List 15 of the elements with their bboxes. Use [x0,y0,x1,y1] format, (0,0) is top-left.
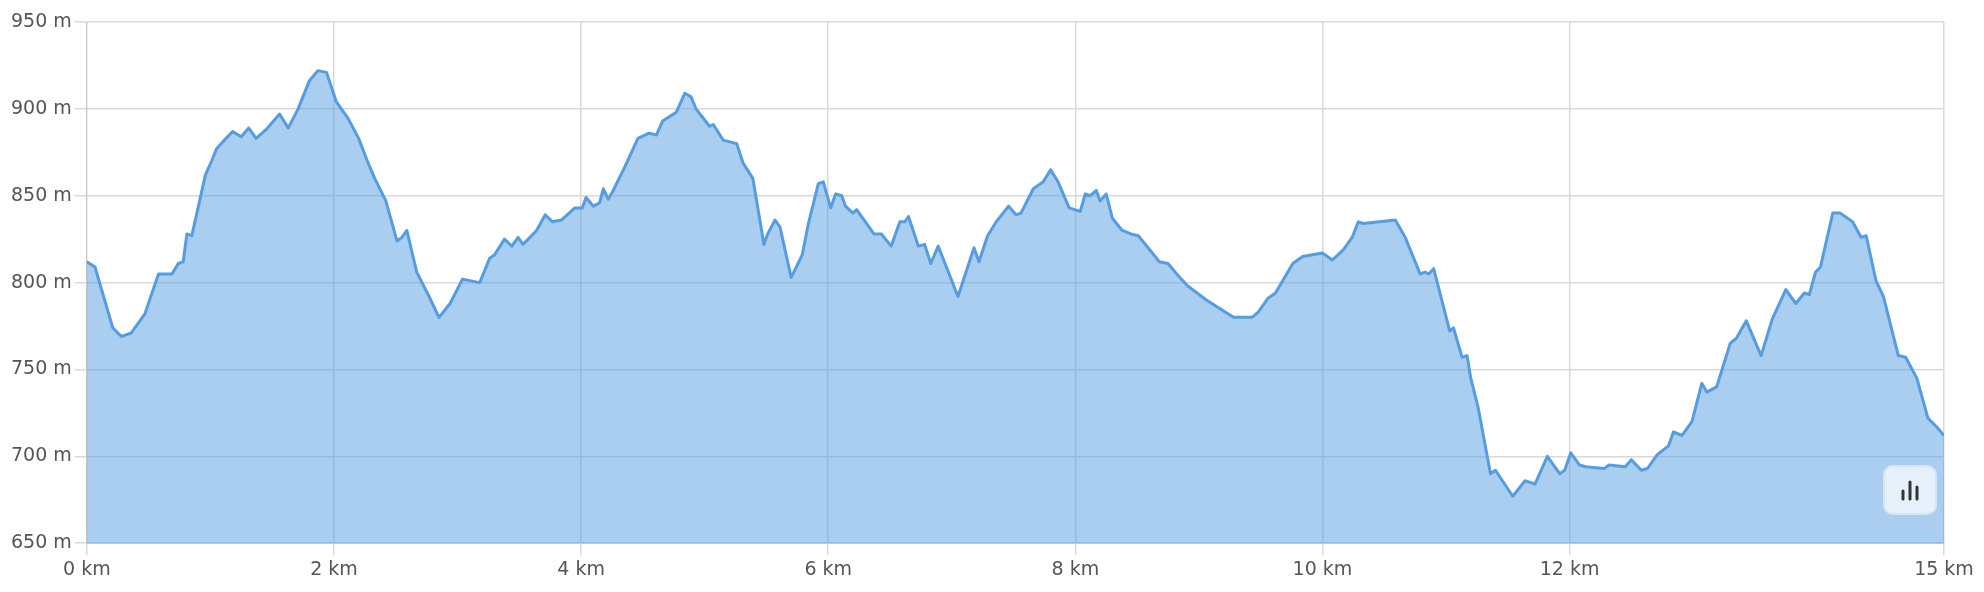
x-tick-label: 12 km [1539,556,1600,579]
y-tick-label: 950 m [10,8,72,31]
x-tick-label: 4 km [557,556,605,579]
x-tick-label: 15 km [1914,556,1974,579]
x-tick-label: 8 km [1051,556,1100,579]
x-tick-label: 10 km [1292,556,1353,579]
y-tick-label: 700 m [10,443,72,466]
y-tick-label: 800 m [10,269,72,292]
x-tick-label: 0 km [62,556,111,579]
x-tick-label: 6 km [804,556,853,579]
y-tick-label: 900 m [10,95,72,118]
x-tick-label: 2 km [310,556,358,579]
y-tick-label: 750 m [10,356,72,379]
y-tick-label: 650 m [10,530,72,553]
y-tick-label: 850 m [10,182,72,205]
